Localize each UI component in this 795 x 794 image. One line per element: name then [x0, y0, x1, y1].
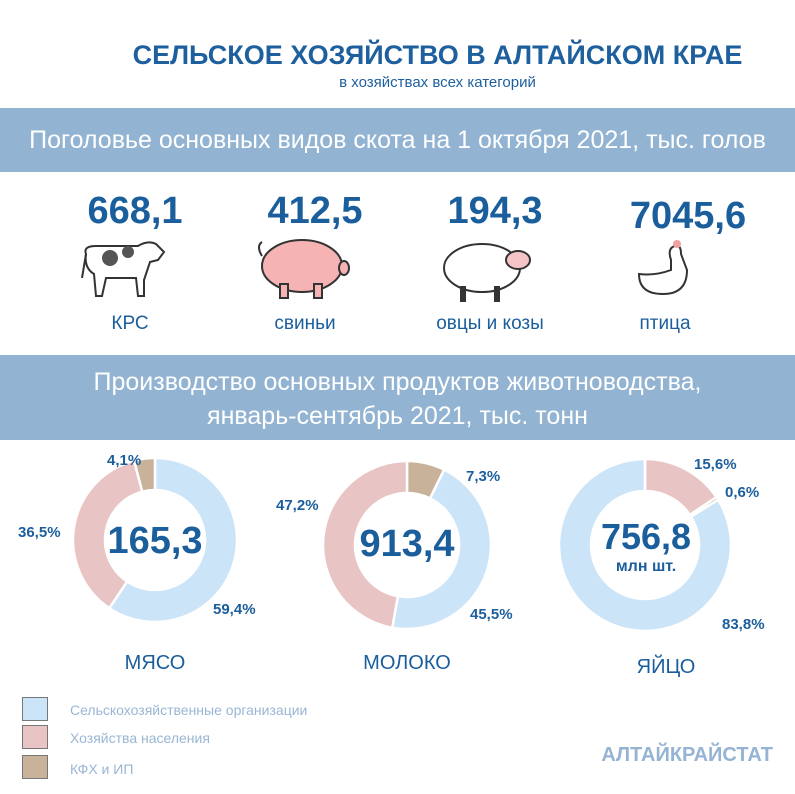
poultry-value: 7045,6	[629, 195, 747, 237]
production-heading-line2: январь-сентябрь 2021, тыс. тонн	[207, 402, 588, 430]
meat-pop-pct: 36,5%	[18, 524, 61, 541]
eggs-pop-pct: 15,6%	[694, 456, 737, 473]
pigs-value: 412,5	[267, 190, 363, 232]
pig-icon	[258, 239, 350, 299]
cattle-value: 668,1	[87, 190, 183, 232]
poultry-label: птица	[639, 313, 691, 334]
legend-label-org: Сельскохозяйственные организации	[70, 702, 308, 718]
page-subtitle: в хозяйствах всех категорий	[339, 74, 536, 91]
sheep-label: овцы и козы	[436, 313, 544, 334]
milk-org-pct: 45,5%	[470, 606, 513, 623]
meat-segment-pop	[71, 459, 144, 610]
milk-segment-org	[390, 468, 493, 631]
milk-label: МОЛОКО	[363, 652, 451, 674]
meat-segment-kfh	[132, 456, 157, 494]
sheep-value: 194,3	[447, 190, 543, 232]
eggs-kfh-pct: 0,6%	[725, 484, 760, 501]
legend-label-pop: Хозяйства населения	[70, 730, 210, 746]
meat-kfh-pct: 4,1%	[107, 452, 142, 469]
livestock-heading: Поголовье основных видов скота на 1 октя…	[0, 108, 795, 172]
meat-org-pct: 59,4%	[213, 601, 256, 618]
milk-center-value: 913,4	[359, 523, 455, 565]
cattle-label: КРС	[111, 313, 149, 334]
meat-center-value: 165,3	[107, 520, 203, 562]
eggs-center-value: 756,8	[600, 516, 692, 557]
milk-pop-pct: 47,2%	[276, 497, 319, 514]
legend-swatch-org	[22, 697, 48, 721]
legend-swatch-pop	[22, 725, 48, 749]
eggs-org-pct: 83,8%	[722, 616, 765, 633]
chicken-icon	[637, 240, 689, 296]
donut-charts	[71, 456, 733, 633]
eggs-label: ЯЙЦО	[636, 656, 696, 678]
page-title: СЕЛЬСКОЕ ХОЗЯЙСТВО В АЛТАЙСКОМ КРАЕ	[132, 40, 743, 70]
brand-logo-text: АЛТАЙКРАЙСТАТ	[601, 744, 773, 766]
production-heading: Производство основных продуктов животнов…	[0, 355, 795, 440]
legend-label-kfh: КФХ и ИП	[70, 761, 134, 777]
sheep-icon	[443, 243, 531, 302]
milk-segment-pop	[321, 459, 409, 630]
legend-swatch-kfh	[22, 755, 48, 779]
eggs-segment-org	[557, 457, 733, 633]
milk-kfh-pct: 7,3%	[466, 468, 501, 485]
meat-label: МЯСО	[124, 652, 186, 674]
meat-segment-org	[107, 456, 239, 624]
pigs-label: свиньи	[274, 313, 336, 334]
production-heading-line1: Производство основных продуктов животнов…	[93, 368, 702, 396]
cow-icon	[81, 241, 166, 297]
eggs-center-unit: млн шт.	[615, 558, 677, 575]
